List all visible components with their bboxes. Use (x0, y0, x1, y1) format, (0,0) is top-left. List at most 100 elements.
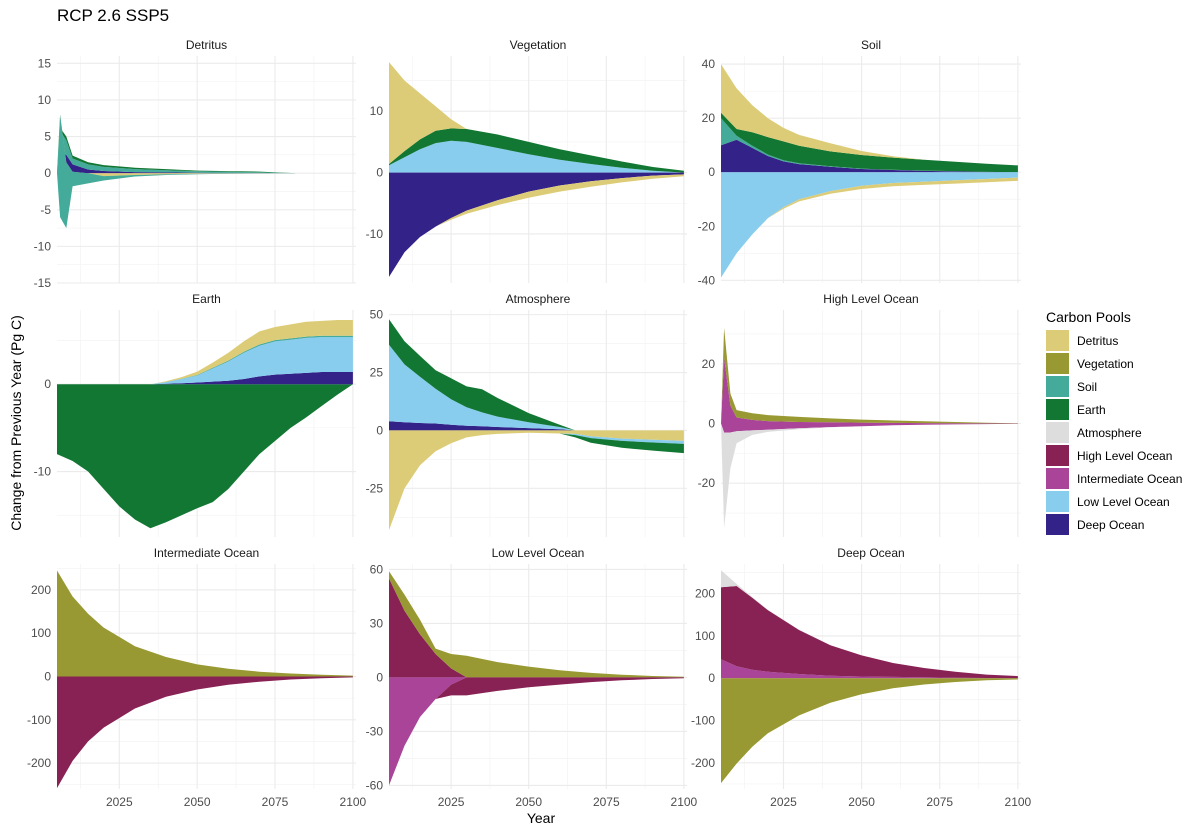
area-low-level-ocean (389, 140, 684, 173)
area-deep-ocean (389, 172, 684, 277)
legend-title: Carbon Pools (1046, 309, 1131, 325)
x-tick-label: 2050 (515, 795, 542, 809)
facet-label-deep-ocean: Deep Ocean (837, 546, 904, 560)
area-intermediate-ocean (389, 677, 684, 786)
area-earth (721, 112, 1018, 173)
x-tick-label: 2025 (438, 795, 465, 809)
y-tick-label: 0 (376, 166, 383, 180)
y-tick-label: -200 (691, 756, 715, 770)
legend-swatch-atmosphere (1046, 422, 1069, 443)
legend: Carbon Pools Detritus Vegetation Soil Earth… (1046, 309, 1182, 535)
legend-label-deep-ocean: Deep Ocean (1077, 518, 1144, 532)
x-tick-label: 2075 (593, 795, 620, 809)
facet-soil: Soil -40 -20 0 20 40 (698, 38, 1021, 287)
y-axis-title: Change from Previous Year (Pg C) (8, 315, 24, 531)
legend-swatch-high-level-ocean (1046, 445, 1069, 466)
area-intermediate-ocean (721, 659, 1018, 679)
y-tick-label: -100 (691, 713, 715, 727)
area-high-level-ocean (389, 578, 684, 678)
legend-label-vegetation: Vegetation (1077, 357, 1134, 371)
x-tick-label: 2100 (1005, 795, 1032, 809)
y-tick-label: 100 (31, 626, 51, 640)
y-tick-label: -15 (34, 276, 52, 290)
y-tick-label: -40 (698, 273, 716, 287)
facet-intermediate-ocean: Intermediate Ocean -200 -100 0 100 200 2025 205… (27, 546, 367, 809)
area-intermediate-ocean (721, 357, 1018, 424)
area-earth (389, 128, 684, 173)
facet-atmosphere: Atmosphere -25 0 25 50 (366, 292, 687, 537)
legend-label-high-level-ocean: High Level Ocean (1077, 449, 1172, 463)
area-vegetation (721, 327, 1018, 424)
y-tick-label: 10 (38, 93, 52, 107)
facet-label-intermediate-ocean: Intermediate Ocean (154, 546, 259, 560)
facet-earth: Earth -10 0 (34, 292, 356, 537)
area-deep-ocean (57, 149, 297, 174)
legend-swatch-intermediate-ocean (1046, 468, 1069, 489)
y-tick-label: 5 (44, 130, 51, 144)
legend-label-intermediate-ocean: Intermediate Ocean (1077, 472, 1182, 486)
y-tick-label: 50 (370, 308, 384, 322)
facet-label-soil: Soil (861, 38, 881, 52)
facet-low-level-ocean: Low Level Ocean -60 -30 0 30 60 2025 2050 2075 21… (366, 546, 698, 809)
area-deep-ocean (389, 421, 684, 431)
area-low-level-ocean (389, 344, 684, 431)
facet-label-vegetation: Vegetation (510, 38, 567, 52)
y-tick-label: -100 (27, 713, 51, 727)
y-tick-label: -10 (34, 239, 52, 253)
y-tick-label: 10 (370, 104, 384, 118)
legend-label-atmosphere: Atmosphere (1077, 426, 1142, 440)
y-tick-label: 100 (695, 629, 715, 643)
y-tick-label: 40 (702, 57, 716, 71)
legend-swatch-deep-ocean (1046, 514, 1069, 535)
legend-swatch-vegetation (1046, 353, 1069, 374)
y-tick-label: 200 (31, 583, 51, 597)
y-tick-label: 0 (708, 165, 715, 179)
legend-swatch-soil (1046, 376, 1069, 397)
area-atmosphere (721, 423, 1018, 528)
y-tick-label: 15 (38, 56, 52, 70)
legend-label-soil: Soil (1077, 380, 1097, 394)
y-tick-label: -10 (366, 227, 384, 241)
y-tick-label: -10 (34, 465, 52, 479)
facet-deep-ocean: Deep Ocean -200 -100 0 100 200 2025 2050 2075 210… (691, 546, 1032, 809)
area-detritus (389, 174, 684, 277)
y-tick-label: -5 (40, 203, 51, 217)
y-tick-label: 0 (44, 377, 51, 391)
y-tick-label: -30 (366, 724, 384, 738)
y-tick-label: -200 (27, 756, 51, 770)
facet-vegetation: Vegetation -10 0 10 (366, 38, 687, 283)
facet-label-atmosphere: Atmosphere (506, 292, 571, 306)
area-detritus (57, 320, 353, 385)
x-tick-label: 2025 (770, 795, 797, 809)
area-vegetation (721, 678, 1018, 784)
y-tick-label: 30 (370, 616, 384, 630)
legend-swatch-low-level-ocean (1046, 491, 1069, 512)
legend-label-low-level-ocean: Low Level Ocean (1077, 495, 1170, 509)
y-tick-label: 25 (370, 366, 384, 380)
y-tick-label: -60 (366, 778, 384, 792)
legend-label-earth: Earth (1077, 403, 1106, 417)
legend-swatch-detritus (1046, 330, 1069, 351)
y-tick-label: -25 (366, 481, 384, 495)
area-vegetation (57, 570, 353, 677)
facet-label-high-level-ocean: High Level Ocean (823, 292, 918, 306)
area-low-level-ocean (389, 432, 684, 531)
x-tick-label: 2050 (848, 795, 875, 809)
facet-detritus: Detritus -15 -10 -5 0 5 10 15 (34, 38, 356, 290)
area-detritus (721, 177, 1018, 278)
x-tick-label: 2100 (340, 795, 367, 809)
chart-title: RCP 2.6 SSP5 (57, 6, 169, 25)
area-low-level-ocean (57, 337, 353, 385)
y-tick-label: 0 (376, 423, 383, 437)
y-tick-label: 20 (702, 111, 716, 125)
x-axis-title: Year (527, 810, 556, 826)
area-earth (57, 384, 353, 529)
facet-panels: Detritus-15-10-5051015Vegetation-10010So… (27, 38, 1032, 809)
y-tick-label: -20 (698, 476, 716, 490)
area-earth (389, 319, 684, 431)
x-tick-label: 2050 (184, 795, 211, 809)
y-tick-label: 0 (708, 417, 715, 431)
y-tick-label: 0 (44, 670, 51, 684)
x-tick-label: 2100 (671, 795, 698, 809)
